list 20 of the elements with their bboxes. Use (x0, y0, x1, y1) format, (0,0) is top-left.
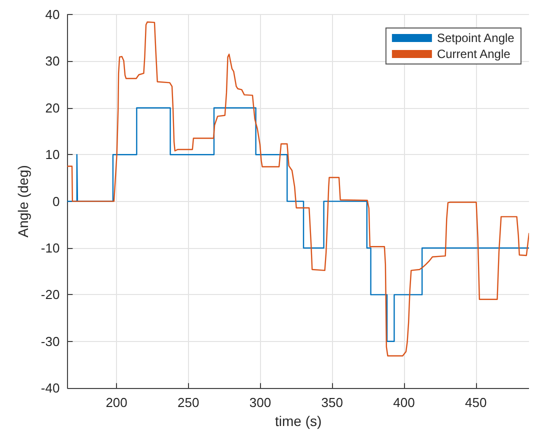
y-tick-label: 0 (52, 194, 60, 209)
y-tick-label: -40 (40, 380, 60, 396)
x-tick-label: 200 (106, 395, 128, 410)
y-axis-title: Angle (deg) (15, 165, 31, 238)
y-tick-label: 30 (45, 54, 60, 69)
y-tick-label: -10 (40, 240, 60, 256)
x-tick-label: 300 (249, 395, 272, 410)
x-tick-label: 250 (178, 395, 200, 410)
legend-label: Current Angle (436, 47, 511, 61)
x-tick-label: 400 (393, 395, 415, 410)
line-series (67, 21, 529, 356)
x-tick-label: 450 (464, 395, 487, 410)
x-tick-label: 350 (321, 395, 343, 410)
y-tick-label: -20 (40, 287, 60, 302)
y-tick-label: 40 (45, 7, 60, 22)
legend-label: Setpoint Angle (436, 31, 515, 45)
y-tick-label: -30 (40, 334, 60, 349)
y-tick-label: 10 (45, 147, 60, 162)
x-axis-title: time (s) (275, 413, 322, 429)
y-tick-label: 20 (45, 100, 60, 116)
